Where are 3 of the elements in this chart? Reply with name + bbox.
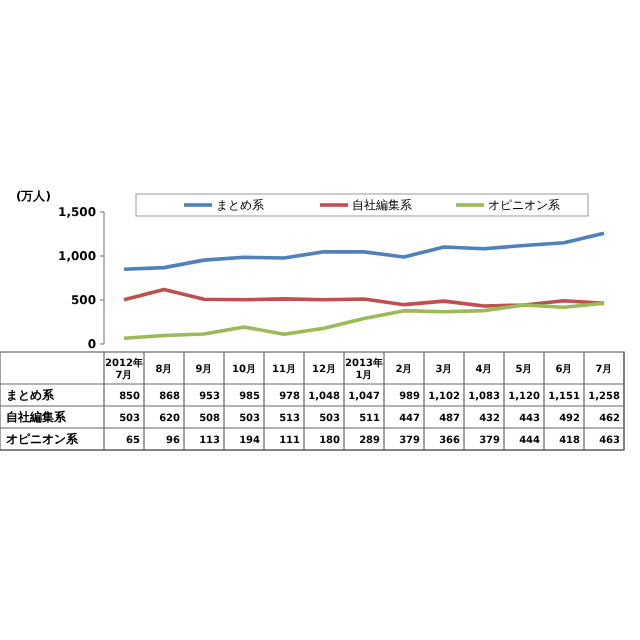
line-series [122, 231, 606, 271]
line-series [122, 287, 606, 308]
line-series [122, 301, 606, 341]
